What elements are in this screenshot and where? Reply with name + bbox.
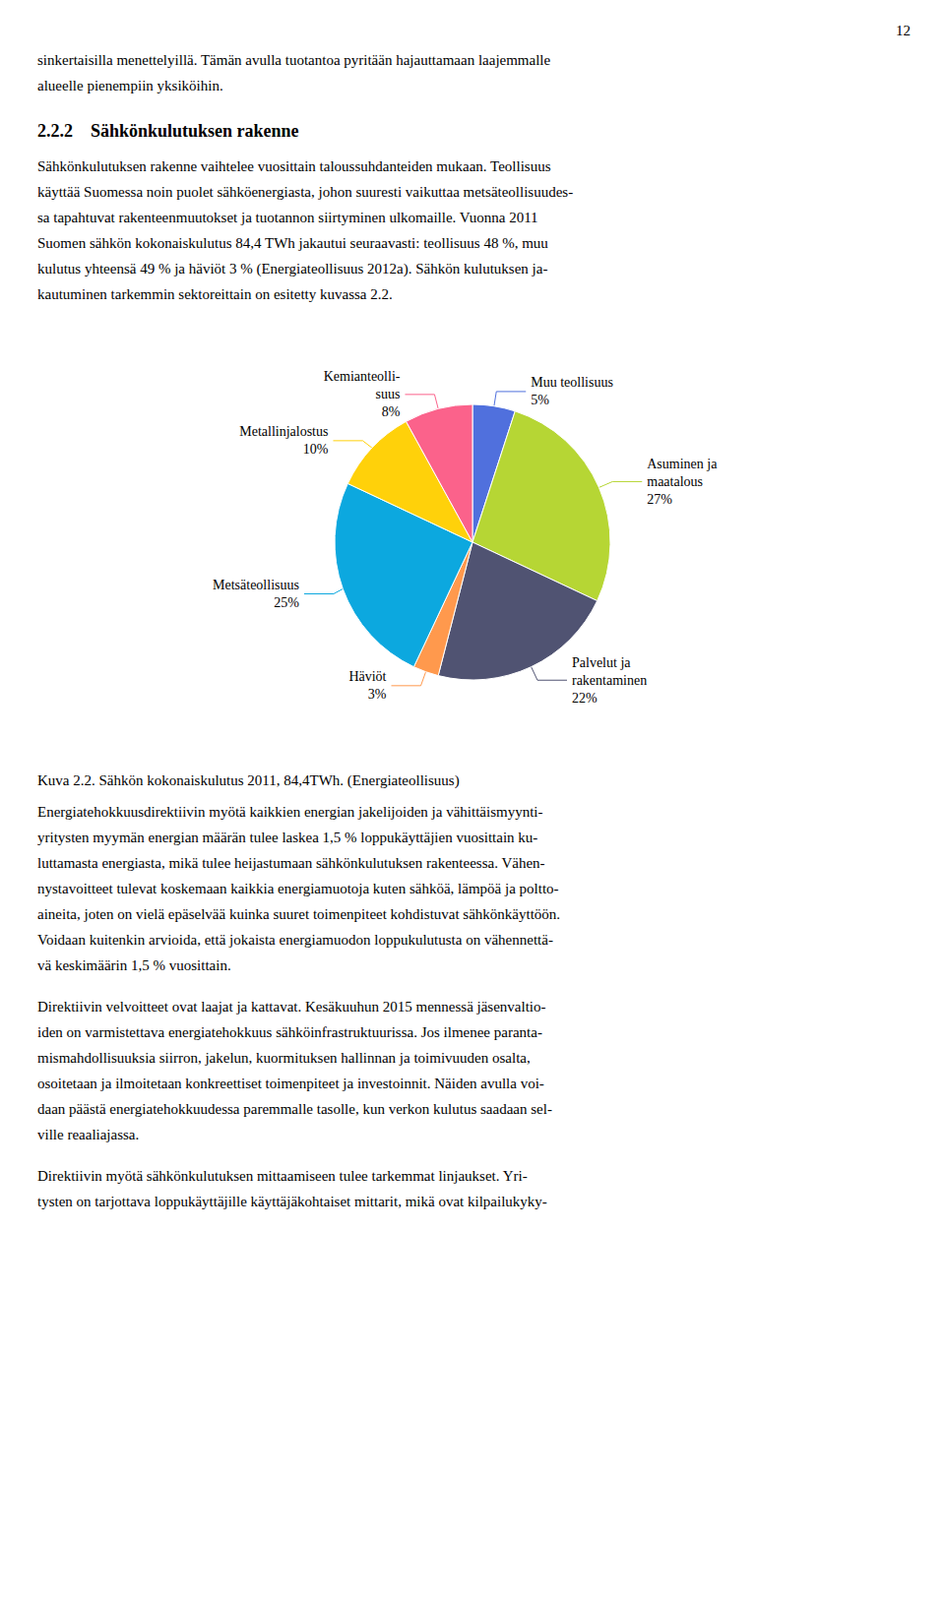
- svg-text:3%: 3%: [368, 687, 387, 702]
- html-text:käyttää Suomessa noin puolet s: käyttää Suomessa noin puolet sähköenergi…: [37, 184, 574, 200]
- html-text:aineita, joten on vielä epäsel: aineita, joten on vielä epäselvää kuinka…: [37, 906, 561, 923]
- svg-text:Häviöt: Häviöt: [348, 669, 386, 685]
- html-text:sinkertaisilla menettelyillä.: sinkertaisilla menettelyillä. Tämän avul…: [37, 52, 551, 68]
- svg-text:Kemianteolli-: Kemianteolli-: [323, 369, 401, 384]
- svg-text:8%: 8%: [381, 404, 401, 420]
- svg-text:suus: suus: [376, 386, 401, 402]
- html-text:Voidaan kuitenkin arvioida, et: Voidaan kuitenkin arvioida, että jokaist…: [37, 932, 554, 948]
- html-text:Direktiivin myötä sähkönkulutu: Direktiivin myötä sähkönkulutuksen mitta…: [37, 1168, 528, 1185]
- svg-text:Palvelut ja: Palvelut ja: [571, 655, 631, 671]
- html-text:Direktiivin velvoitteet ovat l: Direktiivin velvoitteet ovat laajat ja k…: [37, 999, 546, 1015]
- svg-text:rakentaminen: rakentaminen: [571, 673, 647, 689]
- html-text:12: 12: [895, 22, 911, 39]
- svg-text:25%: 25%: [273, 595, 300, 611]
- svg-text:Metallinjalostus: Metallinjalostus: [239, 424, 328, 440]
- html-text:Energiatehokkuusdirektiivin my: Energiatehokkuusdirektiivin myötä kaikki…: [37, 804, 543, 820]
- html-text:vä keskimäärin 1,5 % vuosittai: vä keskimäärin 1,5 % vuosittain.: [37, 957, 231, 974]
- html-text:osoitetaan ja ilmoitetaan konk: osoitetaan ja ilmoitetaan konkreettiset …: [37, 1075, 545, 1092]
- html-text:nystavoitteet tulevat koskemaa: nystavoitteet tulevat koskemaan kaikkia …: [37, 881, 559, 897]
- html-text:yritysten myymän energian määr: yritysten myymän energian määrän tulee l…: [37, 829, 538, 846]
- html-text:Suomen sähkön kokonaiskulutus: Suomen sähkön kokonaiskulutus 84,4 TWh j…: [37, 235, 549, 252]
- svg-text:10%: 10%: [303, 441, 329, 457]
- html-text:daan päästä energiatehokkuudes: daan päästä energiatehokkuudessa paremma…: [37, 1101, 553, 1118]
- svg-text:5%: 5%: [530, 392, 550, 408]
- html-text:Sähkönkulutuksen rakenne vaiht: Sähkönkulutuksen rakenne vaihtelee vuosi…: [37, 158, 551, 175]
- svg-text:27%: 27%: [646, 492, 673, 507]
- html-text:mismahdollisuuksia siirron, ja: mismahdollisuuksia siirron, jakelun, kuo…: [37, 1050, 531, 1067]
- html-text:kulutus yhteensä 49 % ja häviö: kulutus yhteensä 49 % ja häviöt 3 % (Ene…: [37, 260, 548, 277]
- html-text:alueelle pienempiin yksiköihin: alueelle pienempiin yksiköihin.: [37, 77, 224, 94]
- html-text:Kuva 2.2. Sähkön kokonaiskulut: Kuva 2.2. Sähkön kokonaiskulutus 2011, 8…: [37, 772, 460, 789]
- html-text:2.2.2 Sähkönkulutuksen rakenne: 2.2.2 Sähkönkulutuksen rakenne: [37, 121, 299, 141]
- html-text:kautuminen tarkemmin sektoreit: kautuminen tarkemmin sektoreittain on es…: [37, 286, 393, 303]
- html-text:luttamasta energiasta, mikä tu: luttamasta energiasta, mikä tulee heijas…: [37, 855, 545, 872]
- html-text:tysten on tarjottava loppukäyt: tysten on tarjottava loppukäyttäjille kä…: [37, 1194, 548, 1210]
- html-text:sa tapahtuvat rakenteenmuutoks: sa tapahtuvat rakenteenmuutokset ja tuot…: [37, 209, 539, 226]
- svg-text:Muu teollisuus: Muu teollisuus: [530, 375, 614, 390]
- svg-text:maatalous: maatalous: [646, 474, 703, 490]
- svg-text:Asuminen ja: Asuminen ja: [646, 456, 718, 472]
- html-text:iden on varmistettava energiat: iden on varmistettava energiatehokkuus s…: [37, 1024, 543, 1041]
- svg-text:Metsäteollisuus: Metsäteollisuus: [212, 577, 300, 593]
- svg-text:22%: 22%: [571, 691, 598, 706]
- html-text:ville reaaliajassa.: ville reaaliajassa.: [37, 1127, 140, 1143]
